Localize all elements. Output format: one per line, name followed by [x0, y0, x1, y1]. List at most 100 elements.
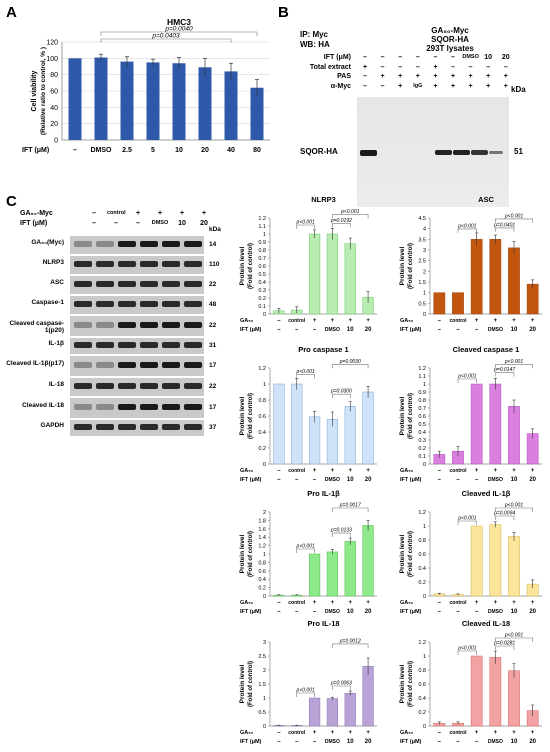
ift-tick-label: 10: [511, 327, 518, 333]
y-tick-label: 1: [263, 552, 266, 558]
ga-tick-label: +: [475, 730, 479, 736]
blot-band: [140, 241, 158, 247]
chart-title: Cleaved caspase 1: [453, 345, 520, 354]
p-value-label: p=0.0403: [151, 33, 180, 40]
header-line-3: 293T lysates: [426, 44, 474, 54]
x-tick-label: 10: [175, 147, 183, 154]
ga-tick-label: control: [288, 318, 306, 324]
ga-tick-label: –: [438, 318, 442, 324]
bar: [344, 541, 356, 597]
blot-band: [453, 150, 470, 155]
blot-band: [140, 281, 158, 287]
y-tick-label: 0.6: [258, 264, 266, 270]
significance-bracket: [495, 227, 515, 232]
blot-band: [118, 261, 136, 267]
blot-band: [96, 261, 114, 267]
ift-tick-label: –: [438, 609, 442, 615]
blot-strip: [70, 316, 204, 336]
blot-band: [96, 342, 114, 348]
p-value-label: p<0.001: [504, 633, 523, 639]
blot-band: [184, 424, 202, 430]
ga-tick-label: +: [313, 468, 317, 474]
p-value-label: p=0.0401: [493, 222, 515, 228]
y-tick-label: 20: [50, 121, 58, 128]
p-value-label: p<0.001: [296, 688, 315, 694]
ift-tick-label: DMSO: [325, 327, 340, 333]
y-tick-label: 1.2: [258, 544, 266, 550]
condition-row-label: Total extract: [309, 63, 351, 71]
y-tick-label: 0.4: [258, 577, 266, 583]
p-value-label: p=0.0147: [493, 367, 515, 373]
condition-value: 10: [484, 54, 493, 61]
blot-band: [74, 424, 92, 430]
bar: [470, 383, 483, 465]
blot-band: [184, 322, 202, 328]
y-tick-label: 1: [423, 654, 426, 660]
x-tick-label: 5: [151, 147, 155, 154]
blot-header-value: –: [114, 220, 118, 227]
panel-letter-a: A: [6, 4, 17, 21]
blot-band: [184, 404, 202, 410]
y-tick-label: 4.5: [418, 216, 426, 222]
blot-band: [184, 281, 202, 287]
bar: [433, 292, 446, 315]
ift-row-label: IFT (μM): [240, 477, 262, 483]
condition-value: –: [380, 82, 385, 90]
significance-bracket: [100, 38, 232, 43]
p-value-label: p=0.0030: [339, 359, 361, 365]
chart-title: HMC3: [167, 17, 191, 27]
blot-band: [140, 424, 158, 430]
blot-band: [140, 322, 158, 328]
y-axis-label-line2: (Fold of control): [408, 531, 414, 577]
y-tick-label: 0.1: [418, 454, 426, 460]
condition-value: +: [450, 73, 456, 80]
blot-band: [96, 424, 114, 430]
y-tick-label: 1.5: [418, 280, 426, 286]
ga-tick-label: –: [277, 730, 281, 736]
ift-tick-label: –: [277, 327, 281, 333]
blot-band-label: Cleaved IL-1β(p17): [6, 360, 64, 367]
blot-strip: [70, 420, 204, 436]
bar: [526, 283, 539, 315]
ift-row-label: IFT (μM): [240, 609, 262, 615]
blot-band: [96, 281, 114, 287]
ga-tick-label: +: [531, 318, 535, 324]
ga-tick-label: +: [313, 318, 317, 324]
blot-header-label: GA₅₀-Myc: [20, 210, 53, 217]
blot-band: [140, 261, 158, 267]
bar: [291, 383, 303, 465]
ift-tick-label: –: [438, 739, 442, 745]
blot-band-label: IL-18: [48, 381, 64, 388]
p-value-label: p<0.001: [457, 374, 476, 380]
blot-band: [184, 241, 202, 247]
blot-band-kda: 14: [209, 241, 217, 248]
ga-tick-label: +: [331, 730, 335, 736]
blot-band: [74, 301, 92, 307]
blot-band-label: GAPDH: [40, 422, 64, 429]
panel-c-kda-unit: kDa: [209, 226, 221, 233]
blot-band: [140, 342, 158, 348]
blot-header-value: DMSO: [151, 220, 169, 226]
p-value-label: p=0.0094: [493, 511, 515, 517]
bar: [508, 406, 520, 465]
y-tick-label: 2: [263, 668, 266, 674]
y-tick-label: 0.7: [418, 406, 426, 412]
y-axis-label-line1: Protein level: [399, 534, 406, 573]
p-value-label: p<0.001: [457, 516, 476, 522]
ga-tick-label: +: [512, 600, 516, 606]
y-tick-label: 1: [423, 382, 426, 388]
ga-row-label: GA₅₀: [240, 600, 254, 606]
y-tick-label: 0: [423, 462, 426, 468]
y-axis-label-line2: (Fold of control): [408, 661, 414, 707]
panel-b-blot: [357, 97, 509, 207]
y-tick-label: 0.2: [258, 446, 266, 452]
ift-tick-label: 20: [529, 477, 536, 483]
y-tick-label: 0: [423, 312, 426, 318]
blot-header-value: +: [201, 210, 207, 217]
bar: [470, 655, 483, 727]
y-tick-label: 0.3: [258, 288, 266, 294]
panel-b-band-kda: 51: [514, 147, 523, 156]
chart-title: Cleaved IL-18: [462, 619, 510, 628]
y-tick-label: 3.5: [418, 237, 426, 243]
p-value-label: p<0.001: [340, 209, 359, 215]
